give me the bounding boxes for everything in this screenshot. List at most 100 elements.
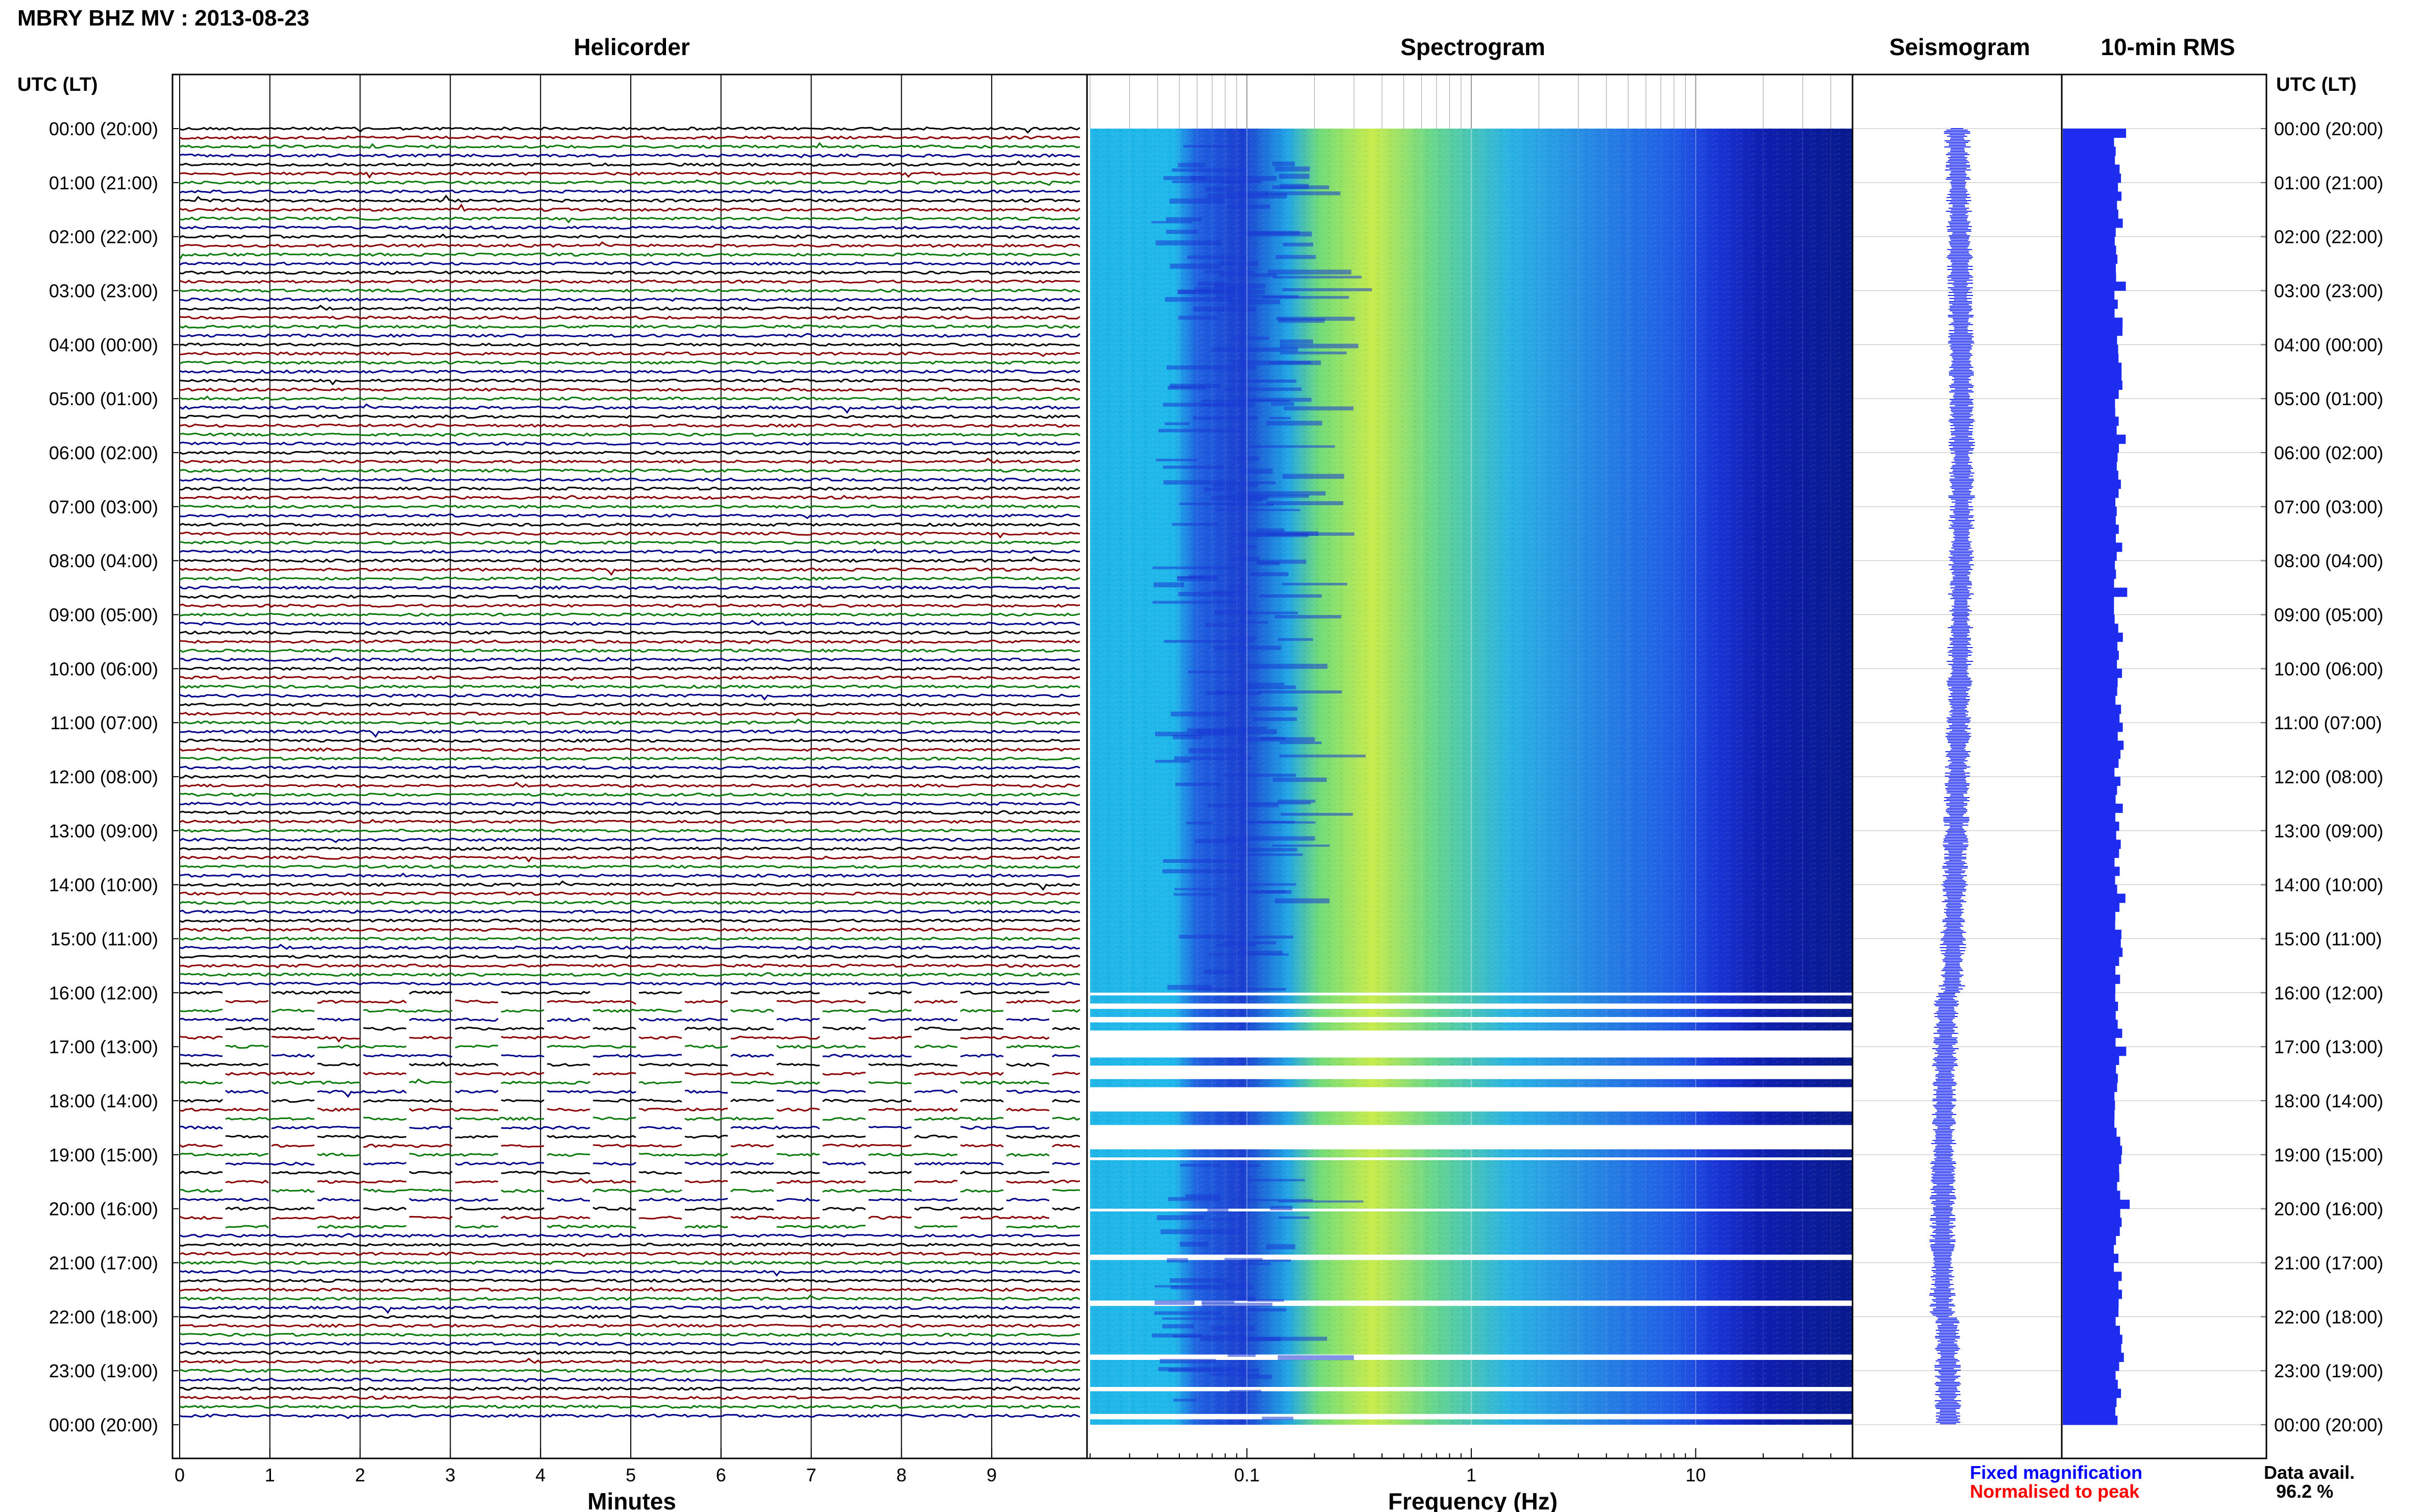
helicorder-trace	[179, 756, 1080, 761]
helicorder-trace	[179, 1315, 1080, 1319]
spectrogram-streak	[1170, 1278, 1227, 1283]
helicorder-trace	[179, 270, 1080, 275]
rms-bar	[2063, 1010, 2116, 1020]
helicorder-trace	[179, 765, 1080, 770]
spectrogram-streak	[1253, 717, 1297, 721]
time-label-right: 04:00 (00:00)	[2274, 334, 2383, 355]
helicorder-trace	[225, 1206, 1080, 1212]
spectrogram-streak	[1238, 951, 1283, 955]
spectrogram-streak	[1205, 623, 1238, 627]
freq-tick-label: 1	[1466, 1465, 1476, 1485]
rms-bar	[2063, 1191, 2120, 1200]
spectrogram-streak	[1279, 343, 1359, 349]
helicorder-trace	[179, 837, 1080, 844]
helicorder-trace	[179, 819, 1080, 824]
time-label-right: 18:00 (14:00)	[2274, 1090, 2383, 1111]
helicorder-trace	[179, 612, 1080, 617]
helicorder-trace	[179, 468, 1080, 473]
spectrogram-streak	[1165, 297, 1232, 302]
rms-bar	[2063, 894, 2126, 903]
spectrogram-texture	[1090, 1419, 1853, 1425]
time-labels-right: 00:00 (20:00) 01:00 (21:00) 02:00 (22:00) 0…	[2261, 118, 2383, 1435]
spectrogram-streak	[1215, 295, 1299, 299]
spectrogram-streak	[1162, 1324, 1194, 1329]
spectrogram-streak	[1220, 261, 1258, 266]
rms-bar	[2063, 731, 2118, 741]
time-label-left: 09:00 (05:00)	[49, 605, 158, 626]
helicorder-trace	[225, 1161, 1080, 1166]
spectrogram-streak	[1279, 173, 1310, 179]
time-label-left: 18:00 (14:00)	[49, 1090, 158, 1111]
time-label-right: 20:00 (16:00)	[2274, 1199, 2383, 1220]
helicorder-trace	[225, 1089, 1080, 1098]
rms-bar	[2063, 290, 2115, 300]
rms-bar	[2063, 866, 2120, 876]
helicorder-trace	[179, 241, 1080, 248]
spectrogram-x-label: Frequency (Hz)	[1388, 1488, 1558, 1512]
spectrogram-streak	[1279, 754, 1366, 758]
time-label-left: 00:00 (20:00)	[49, 1415, 158, 1435]
time-label-right: 15:00 (11:00)	[2274, 929, 2382, 950]
spectrogram-streak	[1230, 637, 1256, 640]
spectrogram-streak	[1163, 403, 1241, 407]
rms-bar	[2063, 129, 2127, 138]
rms-bar	[2063, 1299, 2119, 1308]
rms-bar	[2063, 614, 2115, 624]
helicorder-trace	[179, 504, 1080, 509]
rms-bar	[2063, 254, 2118, 264]
spectrogram-streak	[1197, 281, 1227, 286]
helicorder-trace	[179, 171, 1080, 179]
rms-bar	[2063, 1028, 2122, 1038]
seismogram-trace	[1929, 128, 1975, 1424]
time-label-left: 15:00 (11:00)	[51, 929, 158, 950]
spectrogram-streak	[1172, 1335, 1245, 1338]
rms-bar	[2063, 758, 2119, 768]
helicorder-trace	[179, 189, 1080, 194]
spectrogram-streak	[1236, 481, 1276, 484]
time-label-right: 03:00 (23:00)	[2274, 281, 2383, 302]
rms-bar	[2063, 902, 2120, 912]
helicorder-trace	[179, 1242, 1080, 1247]
spectrogram-streak	[1225, 727, 1267, 729]
helicorder-trace	[179, 153, 1080, 159]
spectrogram-streak	[1274, 898, 1329, 904]
helicorder-trace	[179, 457, 1080, 464]
spectrogram-streak	[1246, 1179, 1305, 1181]
rms-bar	[2063, 1406, 2115, 1416]
spectrogram-streak	[1173, 1399, 1198, 1402]
helicorder-trace	[179, 1386, 1080, 1391]
spectrogram-frequency-grid	[1090, 75, 1853, 1425]
rms-bar	[2063, 1371, 2116, 1380]
helicorder-trace	[179, 179, 1080, 186]
helicorder-trace	[179, 900, 1080, 905]
rms-bar	[2063, 1245, 2114, 1254]
spectrogram-streak	[1266, 501, 1344, 506]
spectrogram-streak	[1223, 1282, 1248, 1286]
spectrogram-streak	[1191, 176, 1277, 181]
spectrogram-streak	[1278, 318, 1325, 323]
minute-tick-label: 4	[535, 1465, 546, 1485]
spectrogram-streak	[1250, 572, 1289, 577]
spectrogram-streak	[1233, 1164, 1261, 1167]
rms-bar	[2063, 1001, 2118, 1011]
time-label-left: 21:00 (17:00)	[49, 1253, 158, 1274]
rms-bar	[2063, 1163, 2119, 1173]
spectrogram-streak	[1246, 663, 1328, 669]
helicorder-trace	[179, 288, 1080, 293]
helicorder-trace	[179, 927, 1080, 932]
spectrogram-streak	[1257, 559, 1306, 564]
rms-bar	[2063, 173, 2121, 183]
helicorder-trace	[179, 666, 1080, 671]
spectrogram-streak	[1207, 193, 1287, 199]
time-label-right: 08:00 (04:00)	[2274, 551, 2383, 572]
helicorder-trace	[179, 522, 1080, 527]
rms-bar	[2063, 605, 2114, 615]
rms-bar	[2063, 1055, 2119, 1065]
helicorder-trace	[179, 126, 1080, 134]
rms-bar	[2063, 983, 2116, 993]
rms-bar	[2063, 525, 2119, 534]
spectrogram-streak	[1244, 611, 1298, 614]
spectrogram-streak	[1279, 741, 1322, 745]
helicorder-trace	[179, 1286, 1080, 1292]
spectrogram-streak	[1172, 523, 1218, 526]
